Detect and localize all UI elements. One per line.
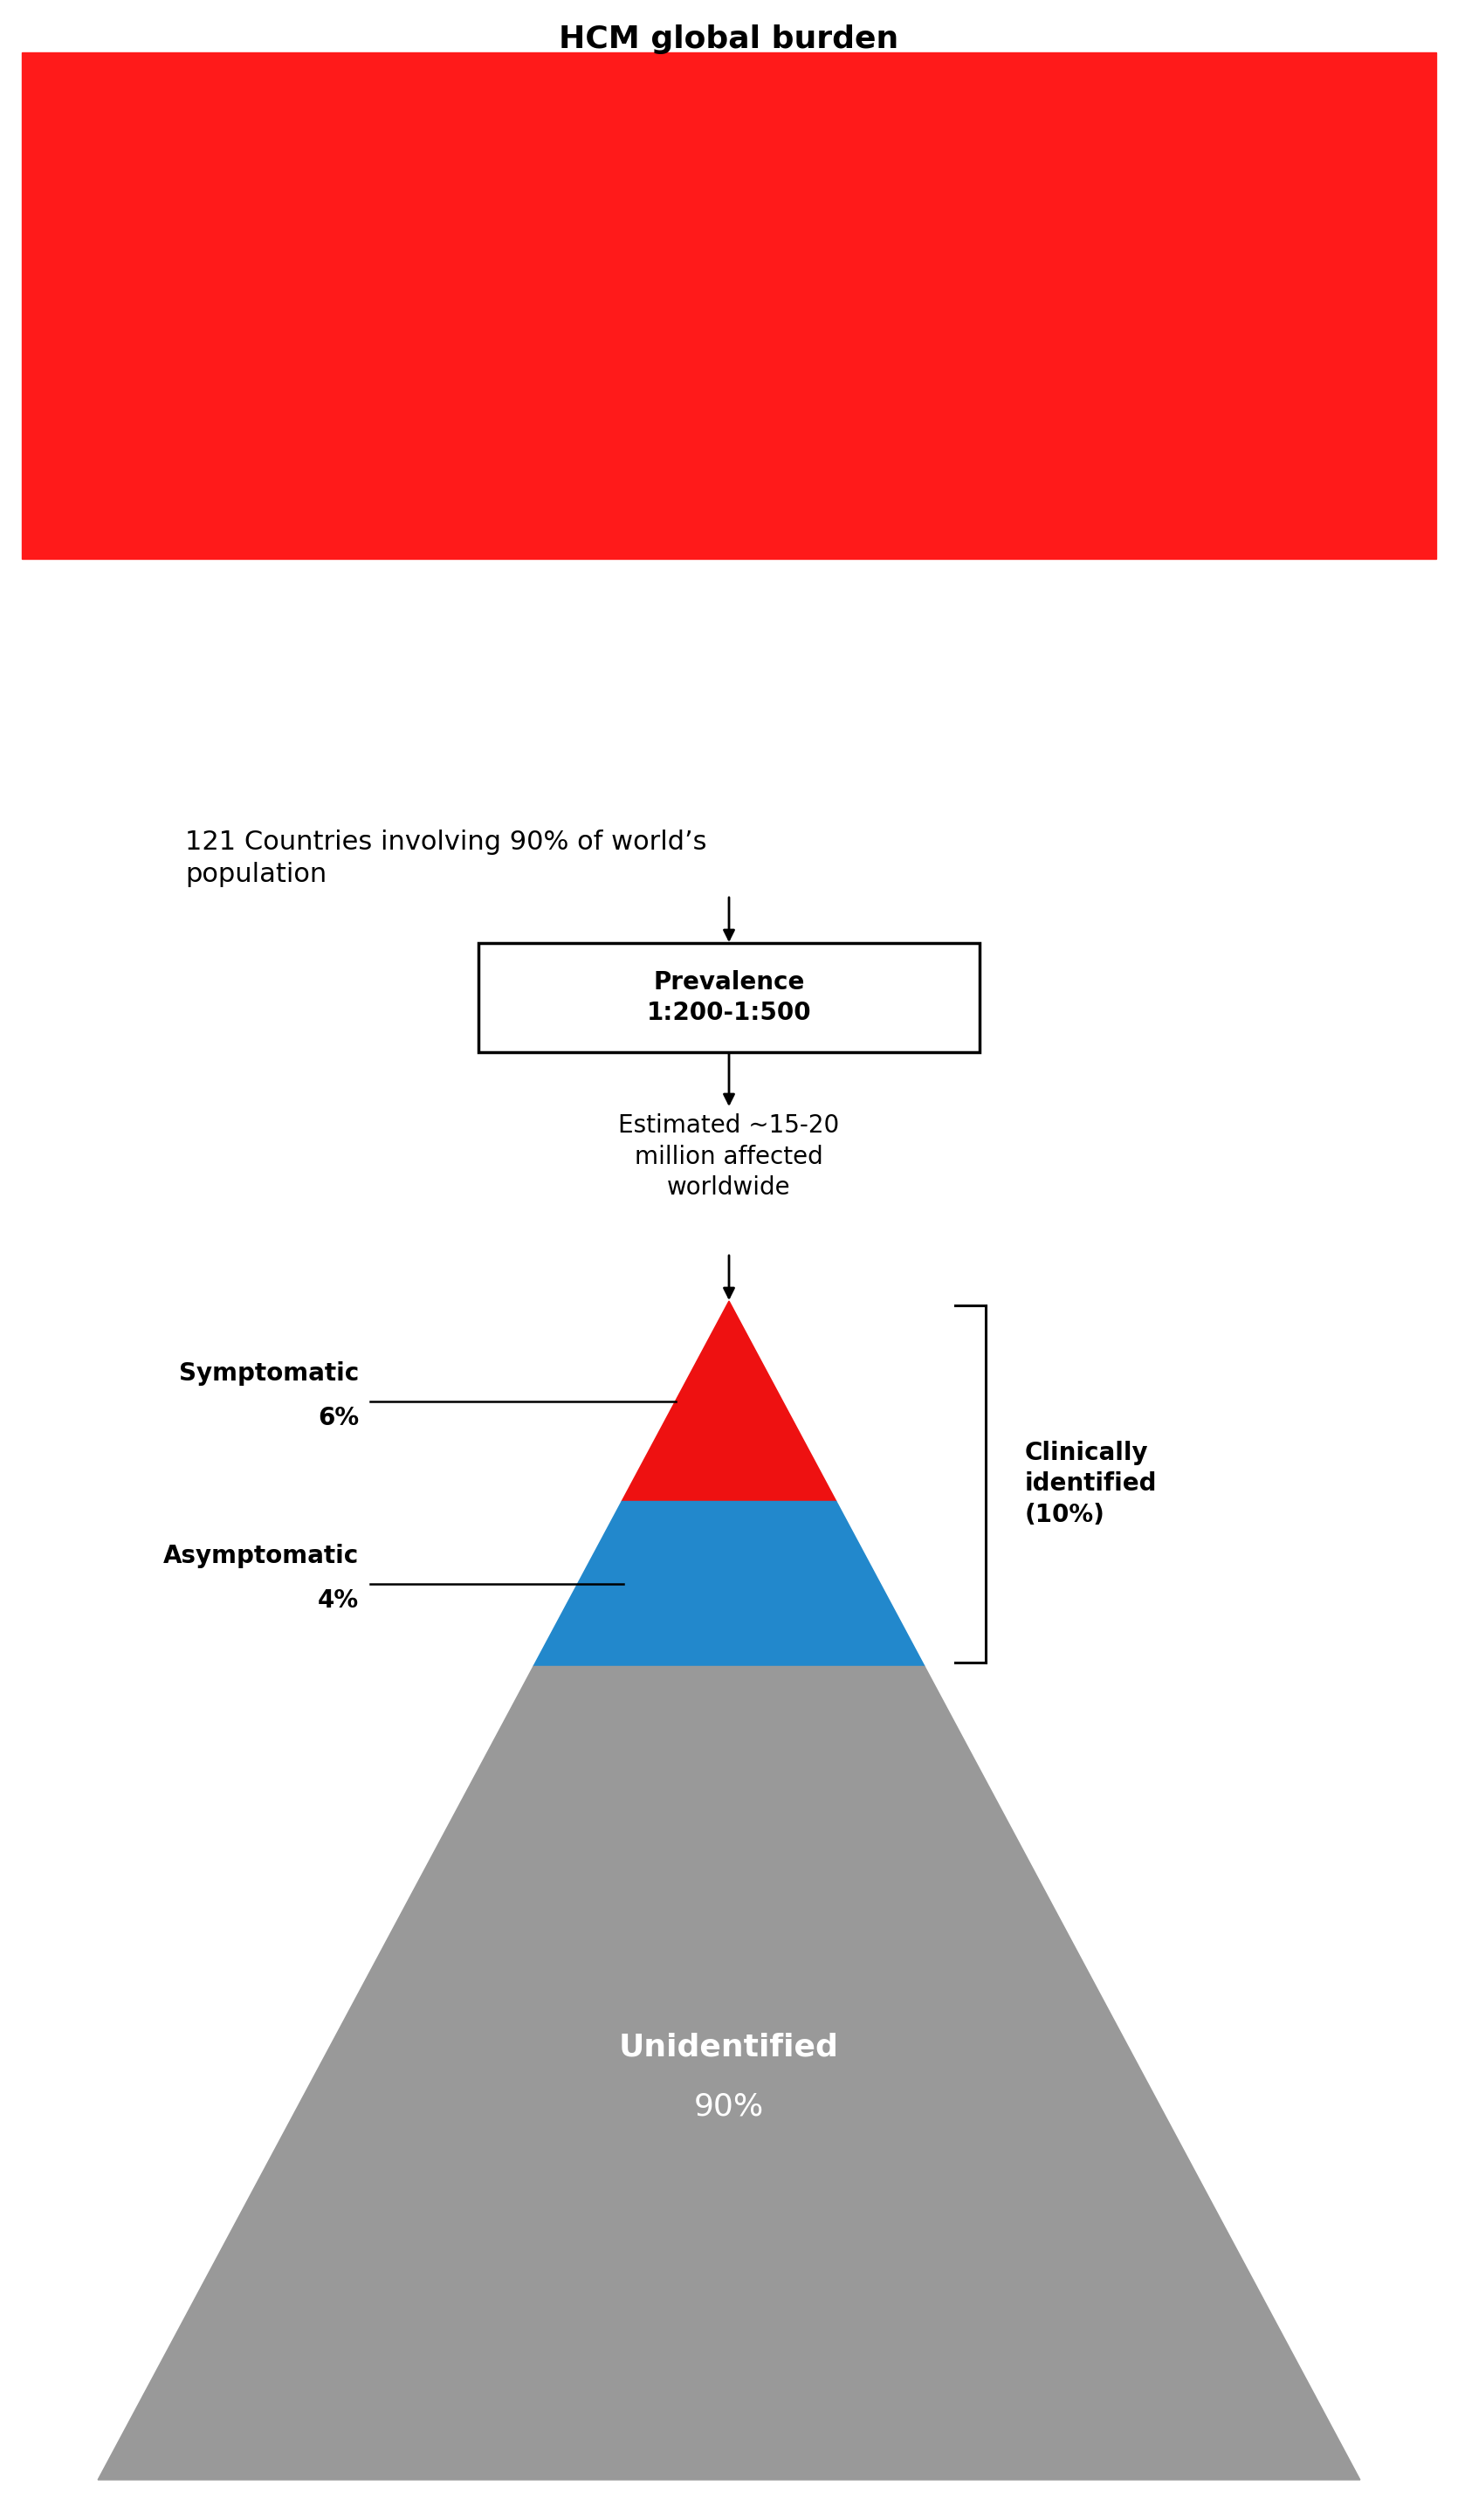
Text: 121 Countries involving 90% of world’s
population: 121 Countries involving 90% of world’s p… (185, 829, 707, 887)
Polygon shape (621, 1300, 837, 1502)
Text: Estimated ~15-20
million affected
worldwide: Estimated ~15-20 million affected worldw… (618, 1114, 840, 1200)
Text: Symptomatic: Symptomatic (179, 1361, 359, 1386)
Text: Asymptomatic: Asymptomatic (163, 1545, 359, 1567)
Polygon shape (98, 1666, 1360, 2480)
Text: Unidentified: Unidentified (620, 2031, 838, 2061)
Polygon shape (534, 1502, 924, 1666)
Bar (22, 53, 1436, 559)
Text: 90%: 90% (694, 2092, 764, 2122)
Text: HCM global burden: HCM global burden (558, 25, 900, 53)
Text: 4%: 4% (318, 1588, 359, 1613)
Text: 6%: 6% (318, 1406, 359, 1429)
Text: Clinically
identified
(10%): Clinically identified (10%) (1025, 1441, 1158, 1527)
FancyBboxPatch shape (478, 942, 980, 1053)
Text: Prevalence
1:200-1:500: Prevalence 1:200-1:500 (647, 970, 811, 1026)
